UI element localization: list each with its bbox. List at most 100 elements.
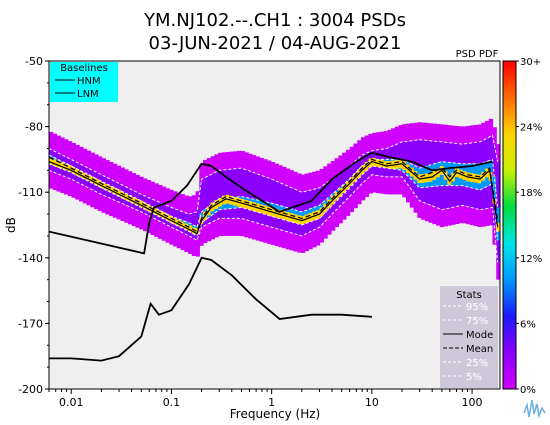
baselines-legend-title: Baselines — [60, 63, 108, 74]
pdf-density-cell — [424, 140, 430, 167]
pdf-density-cell — [195, 208, 200, 226]
pdf-density-cell — [406, 184, 411, 203]
pdf-density-cell — [443, 179, 448, 186]
pdf-density-cell — [112, 181, 118, 188]
pdf-density-cell — [135, 205, 140, 211]
colorbar-tick-label: 12% — [520, 254, 542, 265]
pdf-density-cell — [278, 229, 283, 248]
series-line-25pct — [49, 163, 499, 241]
pdf-density-cell — [274, 204, 279, 209]
pdf-density-cell — [473, 124, 479, 143]
pdf-density-cell — [496, 262, 500, 280]
pdf-density-cell — [432, 186, 437, 207]
pdf-density-cell — [319, 168, 324, 187]
pdf-density-cell — [488, 136, 494, 161]
colorbar-title: PSD PDF — [456, 49, 499, 60]
y-tick-label: -200 — [18, 383, 43, 396]
pdf-density-cell — [496, 207, 500, 223]
pdf-density-cell — [492, 176, 497, 200]
pdf-density-cell — [421, 122, 426, 141]
pdf-density-cell — [428, 205, 433, 223]
pdf-density-cell — [458, 185, 464, 206]
pdf-density-cell — [195, 225, 200, 229]
pdf-density-cell — [368, 133, 373, 152]
pdf-density-cell — [436, 186, 441, 209]
pdf-density-cell — [86, 150, 91, 169]
pdf-density-cell — [259, 157, 264, 176]
pdf-density-cell — [368, 176, 373, 194]
pdf-density-cell — [146, 180, 152, 198]
pdf-density-cell — [481, 180, 486, 189]
pdf-density-cell — [372, 166, 377, 176]
pdf-density-cell — [402, 170, 407, 173]
pdf-density-cell — [297, 173, 302, 191]
pdf-density-cell — [424, 182, 430, 188]
pdf-density-cell — [282, 184, 287, 207]
pdf-density-cell — [451, 207, 456, 225]
pdf-density-cell — [248, 153, 253, 172]
pdf-density-cell — [199, 228, 204, 246]
pdf-density-cell — [191, 225, 197, 228]
pdf-density-cell — [52, 151, 58, 158]
pdf-density-cell — [398, 168, 403, 171]
pdf-density-cell — [297, 235, 302, 253]
pdf-density-cell — [79, 177, 84, 185]
pdf-density-cell — [439, 161, 445, 167]
pdf-density-cell — [56, 174, 61, 192]
pdf-density-cell — [270, 203, 276, 208]
pdf-density-cell — [391, 128, 396, 146]
pdf-density-cell — [394, 168, 400, 170]
pdf-density-cell — [349, 185, 355, 195]
pdf-density-cell — [402, 172, 407, 180]
pdf-density-cell — [375, 132, 381, 150]
pdf-density-cell — [221, 218, 227, 236]
colorbar-tick-label: 6% — [520, 319, 536, 330]
pdf-density-cell — [116, 183, 122, 190]
pdf-density-cell — [255, 156, 261, 174]
pdf-density-cell — [64, 170, 69, 177]
pdf-density-cell — [184, 212, 189, 222]
pdf-density-cell — [165, 205, 170, 215]
pdf-density-cell — [206, 215, 212, 218]
pdf-density-cell — [496, 222, 500, 232]
pdf-density-cell — [64, 176, 69, 195]
pdf-density-cell — [236, 150, 242, 169]
pdf-density-cell — [233, 208, 238, 219]
pdf-density-cell — [338, 172, 343, 188]
series-line-mean — [49, 156, 499, 233]
pdf-density-cell — [274, 163, 279, 182]
pdf-density-cell — [259, 175, 264, 201]
pdf-density-cell — [289, 170, 294, 188]
pdf-density-cell — [49, 164, 54, 172]
pdf-density-cell — [466, 163, 471, 173]
pdf-density-cell — [496, 161, 500, 208]
pdf-density-cell — [251, 211, 257, 223]
pdf-density-cell — [402, 124, 407, 142]
pdf-density-cell — [289, 208, 294, 214]
pdf-density-cell — [484, 208, 490, 226]
pdf-density-cell — [150, 199, 155, 207]
pdf-density-cell — [146, 197, 152, 205]
pdf-density-cell — [135, 210, 140, 228]
pdf-density-cell — [387, 168, 392, 177]
pdf-density-cell — [304, 173, 309, 192]
pdf-density-cell — [278, 182, 283, 206]
pdf-density-cell — [458, 205, 464, 224]
p75-legend-label: 75% — [466, 316, 488, 327]
pdf-density-cell — [398, 125, 403, 143]
pdf-density-cell — [139, 176, 144, 195]
stats-legend: Stats 95% 75% Mode Mean 25% 5% — [440, 286, 498, 388]
pdf-density-cell — [180, 220, 185, 222]
series-line-5pct — [49, 169, 499, 263]
pdf-density-cell — [338, 187, 343, 189]
pdf-density-cell — [300, 211, 306, 216]
pdf-density-cell — [255, 223, 261, 241]
pdf-density-cell — [229, 169, 234, 198]
pdf-density-cell — [278, 205, 283, 210]
pdf-density-cell — [105, 177, 110, 185]
pdf-density-cell — [199, 181, 204, 214]
colorbar — [502, 60, 517, 390]
pdf-density-cell — [315, 188, 321, 206]
